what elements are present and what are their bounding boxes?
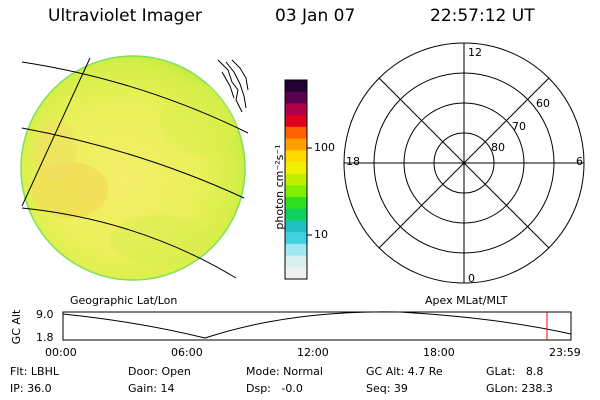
colorbar-tick-label-100: 100 [314,141,335,154]
colorbar-band [285,243,307,257]
colorbar-band [285,91,307,105]
altitude-plot [62,311,572,341]
colorbar-band [285,232,307,245]
colorbar-band [285,197,307,210]
altitude-ytick-high: 9.0 [36,308,54,321]
info-gcalt: GC Alt: 4.7 Re [366,365,443,378]
right-projection-label: Apex MLat/MLT [425,294,508,307]
colorbar-band [285,115,307,128]
left-projection-label: Geographic Lat/Lon [70,294,178,307]
info-door: Door: Open [128,365,191,378]
lat-label-60: 60 [536,97,550,110]
instrument-title: Ultraviolet Imager [48,6,202,26]
geographic-grid [21,57,249,279]
time-label: 22:57:12 UT [430,6,535,26]
altitude-curve [62,311,572,339]
info-gain: Gain: 14 [128,382,175,395]
earth-image [20,55,246,281]
altitude-ytick-low: 1.8 [36,331,54,344]
colorbar-band [285,126,307,140]
colorbar-band [285,150,307,163]
mlt-label-18: 18 [346,155,360,168]
date-label: 03 Jan 07 [275,6,356,26]
colorbar-frame [284,79,308,280]
colorbar-band [285,255,307,268]
mlt-label-0: 0 [468,272,475,285]
altitude-xtick-1800: 18:00 [423,346,455,359]
altitude-xtick-1200: 12:00 [297,346,329,359]
colorbar-unit-label: photon cm⁻²s⁻¹ [273,144,286,230]
info-dsp: Dsp: -0.0 [246,382,303,395]
info-glon: GLon: 238.3 [486,382,553,395]
info-ip: IP: 36.0 [10,382,52,395]
altitude-ylabel: GC Alt [10,309,23,345]
lat-label-70: 70 [512,120,526,133]
colorbar-band [285,185,307,198]
polar-grid [343,42,585,284]
info-flt: Flt: LBHL [10,365,59,378]
altitude-xtick-2359: 23:59 [549,346,581,359]
info-mode: Mode: Normal [246,365,323,378]
colorbar-band [285,80,307,93]
colorbar-band [285,208,307,222]
mlt-label-12: 12 [468,46,482,59]
colorbar-band [285,267,307,280]
colorbar-band [285,220,307,233]
info-glat: GLat: 8.8 [486,365,544,378]
colorbar-band [285,161,307,175]
mlt-label-6: 6 [576,155,583,168]
info-seq: Seq: 39 [366,382,408,395]
colorbar-tick-label-10: 10 [314,228,328,241]
colorbar-band [285,173,307,186]
altitude-xtick-0600: 06:00 [171,346,203,359]
altitude-xtick-0000: 00:00 [45,346,77,359]
colorbar-band [285,138,307,151]
coastline [217,59,249,113]
colorbar [285,80,307,280]
lat-label-80: 80 [491,141,505,154]
colorbar-band [285,103,307,116]
